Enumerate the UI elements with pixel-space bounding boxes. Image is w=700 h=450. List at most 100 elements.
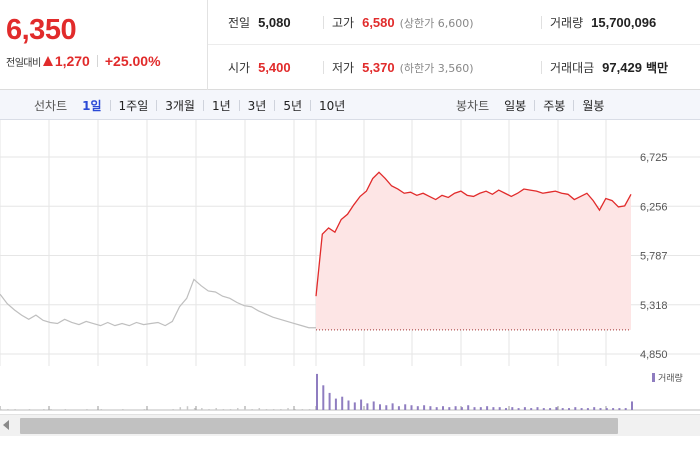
stat-unit: 백만	[645, 61, 669, 75]
upper-limit-note: (상한가 6,600)	[399, 16, 474, 30]
stat-value: 5,400	[258, 60, 291, 75]
stat-prev-close: 전일 5,080	[228, 0, 291, 45]
line-chart-label: 선차트	[34, 98, 68, 113]
volume-bar-prev	[258, 408, 261, 410]
volume-legend-label: 거래량	[658, 372, 683, 384]
volume-bar-today	[372, 401, 375, 410]
volume-legend: 거래량	[652, 372, 683, 384]
volume-bar-prev	[100, 409, 103, 410]
volume-bar-today	[580, 408, 583, 410]
volume-bar-prev	[50, 409, 52, 410]
volume-bar-prev	[201, 408, 203, 410]
volume-bar-today	[353, 402, 356, 410]
volume-bar-today	[618, 408, 621, 410]
volume-bar-today	[379, 404, 381, 410]
current-price: 6,350	[6, 14, 77, 46]
volume-bar-today	[479, 407, 482, 410]
candle-chart-tabs: 봉차트 일봉 주봉 월봉	[456, 90, 605, 120]
volume-bar-today	[486, 406, 489, 410]
volume-bar-prev	[179, 407, 182, 410]
tab-weekly-candle[interactable]: 주봉	[543, 98, 566, 113]
volume-bar-today	[530, 408, 533, 410]
tab-5y[interactable]: 5년	[283, 98, 303, 113]
volume-bar-prev	[14, 409, 16, 410]
tab-1w[interactable]: 1주일	[118, 98, 149, 113]
stat-value: 5,370	[362, 60, 395, 75]
stat-row: 시가 5,400 저가 5,370 (하한가 3,560) 거래대금 97,42…	[208, 45, 700, 90]
tab-3y[interactable]: 3년	[247, 98, 267, 113]
volume-bar-prev	[251, 409, 253, 410]
scroll-left-arrow-icon[interactable]	[3, 420, 9, 430]
volume-bar-today	[360, 399, 363, 410]
stat-label: 시가	[228, 61, 251, 75]
today-area-fill	[316, 172, 631, 330]
prev-day-line	[0, 278, 316, 329]
stat-grid: 전일 5,080 고가 6,580 (상한가 6,600) 거래량 15,700…	[208, 0, 700, 90]
stat-value: 6,580	[362, 15, 395, 30]
change-label: 전일대비	[6, 57, 41, 69]
tab-10y[interactable]: 10년	[319, 98, 346, 113]
volume-chart: 거래량	[0, 372, 700, 411]
lower-limit-note: (하한가 3,560)	[399, 61, 474, 75]
volume-bar-prev	[208, 409, 210, 410]
volume-bar-prev	[272, 409, 275, 410]
volume-bar-today	[416, 406, 419, 410]
volume-bar-prev	[237, 408, 239, 410]
stat-open: 시가 5,400	[228, 45, 291, 90]
volume-bar-today	[366, 403, 369, 410]
volume-bar-prev	[7, 409, 9, 410]
tab-daily-candle[interactable]: 일봉	[504, 98, 527, 113]
tab-1y[interactable]: 1년	[211, 98, 231, 113]
volume-bar-today	[423, 405, 426, 410]
volume-bar-today	[410, 405, 413, 410]
stat-value: 5,080	[258, 15, 291, 30]
volume-bar-today	[517, 408, 520, 410]
volume-bar-today	[542, 408, 545, 410]
volume-bar-today	[454, 406, 457, 410]
y-axis: 6,725 6,256 5,787 5,318 4,850	[640, 152, 668, 361]
volume-bar-today	[605, 408, 608, 410]
volume-bar-prev	[143, 409, 146, 410]
volume-bar-today	[624, 408, 627, 410]
volume-bar-prev	[222, 409, 225, 410]
stat-high: 고가 6,580 (상한가 6,600)	[323, 0, 474, 45]
divider	[573, 99, 575, 111]
volume-bar-prev	[122, 409, 124, 410]
volume-bar-today	[555, 407, 558, 410]
volume-bar-prev	[308, 409, 311, 410]
tab-3m[interactable]: 3개월	[165, 98, 195, 113]
divider	[238, 99, 240, 111]
volume-bar-prev	[244, 409, 246, 410]
volume-bar-today	[328, 392, 331, 410]
quote-summary: 6,350 전일대비 1,270 +25.00% 전일 5,080 고가 6,5…	[0, 0, 700, 90]
stat-value: 15,700,096	[591, 15, 657, 30]
volume-bar-today	[429, 406, 432, 410]
scroll-thumb[interactable]	[20, 418, 618, 434]
change-row: 전일대비 1,270 +25.00%	[6, 53, 161, 69]
divider	[156, 99, 158, 111]
period-tab-bar: 선차트 1일 1주일 3개월 1년 3년 5년 10년 봉차트 일봉 주봉 월봉	[0, 90, 700, 120]
volume-bar-prev	[215, 408, 217, 410]
divider	[202, 99, 204, 111]
stat-label: 고가	[332, 16, 355, 30]
volume-bars	[0, 373, 633, 410]
volume-bar-today	[397, 406, 400, 410]
divider	[96, 55, 98, 67]
stat-value: 97,429	[602, 60, 642, 75]
tab-monthly-candle[interactable]: 월봉	[582, 98, 605, 113]
volume-bar-today	[442, 406, 444, 410]
volume-bar-prev	[86, 409, 88, 410]
current-price-box: 6,350 전일대비 1,270 +25.00%	[0, 0, 208, 90]
y-tick-label: 4,850	[640, 349, 668, 361]
volume-bar-today	[492, 407, 495, 410]
volume-bar-today	[586, 408, 589, 410]
y-tick-label: 6,256	[640, 201, 668, 213]
chart-scrollbar[interactable]	[0, 414, 700, 436]
y-tick-label: 5,318	[640, 300, 668, 312]
stat-label: 전일	[228, 16, 251, 30]
volume-bar-today	[334, 398, 337, 410]
volume-bar-prev	[43, 409, 45, 410]
tab-1d[interactable]: 1일	[82, 98, 102, 113]
volume-bar-prev	[28, 409, 31, 410]
volume-bar-prev	[193, 408, 196, 410]
